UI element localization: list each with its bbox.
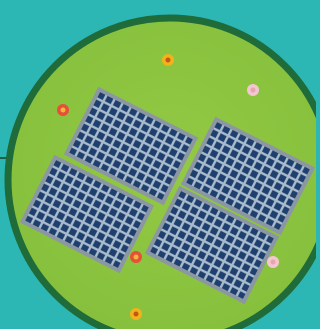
illustration — [0, 0, 316, 329]
flower — [130, 251, 142, 263]
flower — [130, 308, 142, 320]
page: {} — [0, 0, 316, 329]
flower — [247, 84, 259, 96]
flower — [267, 256, 279, 268]
flower — [57, 104, 69, 116]
flower — [162, 54, 174, 66]
